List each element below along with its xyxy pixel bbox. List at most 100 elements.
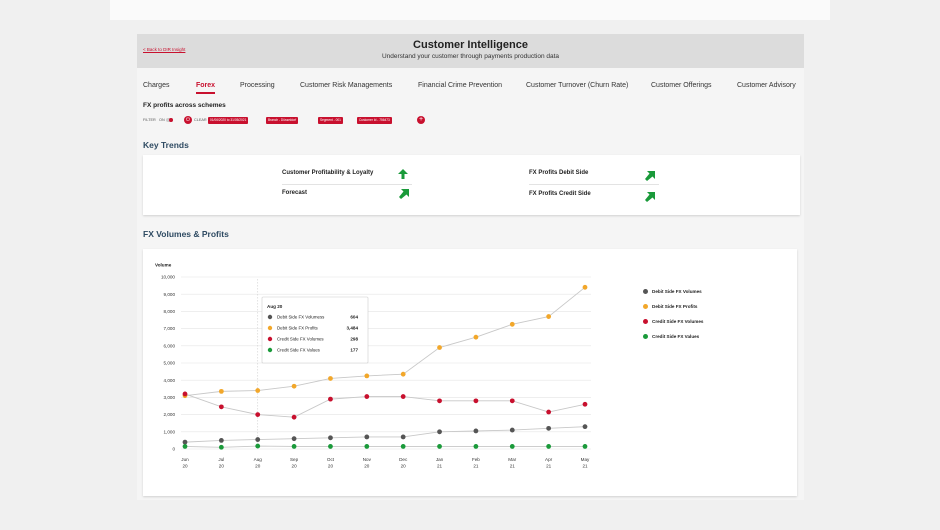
tab-customer-offerings[interactable]: Customer Offerings	[651, 82, 712, 89]
app-header: < Back to DIR Insight Customer Intellige…	[137, 34, 804, 68]
data-point	[582, 284, 588, 290]
tab-forex[interactable]: Forex	[196, 82, 216, 94]
filter-chip-date[interactable]: 01/06/2020 to 31/05/2021	[208, 117, 249, 124]
data-point	[255, 437, 261, 442]
y-tick-label: 2,000	[164, 412, 176, 417]
tooltip-title: Aug 20	[267, 304, 283, 309]
tab-financial-crime-prevention[interactable]: Financial Crime Prevention	[418, 82, 503, 89]
clear-button[interactable]: ⏻	[184, 116, 192, 124]
section-label: FX profits across schemes	[143, 102, 226, 109]
y-tick-label: 10,000	[161, 275, 175, 280]
data-point	[546, 444, 552, 449]
tooltip-value: 177	[350, 348, 358, 353]
tab-charges[interactable]: Charges	[143, 82, 170, 89]
y-tick-label: 9,000	[164, 292, 176, 297]
data-point	[218, 388, 224, 394]
x-tick-label: 20	[328, 464, 334, 469]
x-tick-label: 21	[582, 464, 588, 469]
fx-heading: FX Volumes & Profits	[143, 229, 229, 239]
tab-processing[interactable]: Processing	[240, 82, 275, 89]
tooltip-value: 604	[350, 315, 358, 320]
data-point	[218, 404, 224, 410]
data-point	[182, 444, 188, 449]
data-point	[437, 345, 442, 350]
data-point	[328, 444, 333, 449]
filter-chip-customer[interactable]: Customer Id - 756473	[357, 117, 392, 124]
tab-customer-turnover[interactable]: Customer Turnover (Churn Rate)	[526, 82, 629, 89]
tooltip-dot	[267, 347, 273, 353]
x-tick-label: Nov	[363, 457, 372, 462]
x-tick-label: 20	[219, 464, 225, 469]
series-line	[184, 393, 586, 418]
data-point	[182, 439, 188, 445]
fx-line-chart: Volume 10,000 9,000 8,000 7,000 6,000 5,000 4,…	[155, 263, 591, 469]
chart-tooltip: Aug 20 Debit Side FX Volumess 604 Debit …	[261, 296, 369, 364]
x-tick-label: 21	[510, 464, 516, 469]
tooltip-label: Debit Side FX Profits	[277, 326, 319, 331]
x-tick-label: 21	[546, 464, 552, 469]
back-link[interactable]: < Back to DIR Insight	[143, 47, 186, 52]
data-point	[255, 443, 261, 449]
tooltip-label: Credit Side FX Values	[277, 348, 321, 353]
data-point	[255, 412, 261, 417]
series-line	[184, 286, 586, 397]
y-tick-label: 4,000	[164, 378, 176, 383]
arrow-up-right-icon	[645, 192, 655, 202]
data-point	[400, 371, 406, 377]
x-tick-label: Jul	[218, 457, 224, 462]
trend-divider	[282, 184, 412, 185]
x-tick-label: Dec	[399, 457, 408, 462]
x-tick-label: 20	[255, 464, 261, 469]
data-point	[182, 391, 188, 397]
y-tick-label: 0	[172, 447, 175, 452]
trend-fx-profits-debit: FX Profits Debit Side	[529, 170, 589, 176]
page-subtitle: Understand your customer through payment…	[381, 53, 560, 60]
legend-item-debit-volumes[interactable]: Debit Side FX Volumes	[643, 289, 702, 294]
legend-item-credit-volumes[interactable]: Credit Side FX Volumes	[643, 319, 703, 324]
filter-toggle[interactable]	[166, 118, 173, 122]
series-line	[184, 426, 586, 443]
y-tick-label: 7,000	[164, 326, 176, 331]
data-point	[582, 444, 588, 449]
x-tick-label: Sep	[290, 457, 299, 462]
trend-forecast: Forecast	[282, 190, 308, 196]
toggle-label: ON	[159, 118, 165, 122]
data-point	[437, 398, 442, 404]
x-tick-label: 21	[437, 464, 443, 469]
legend-label: Debit Side FX Profits	[652, 304, 698, 309]
legend-item-credit-values[interactable]: Credit Side FX Values	[643, 334, 699, 339]
data-point	[437, 444, 442, 449]
y-tick-label: 6,000	[164, 343, 176, 348]
filter-chip-branch[interactable]: Branch - Düsseldorf	[266, 117, 299, 124]
power-icon: ⏻	[186, 117, 190, 123]
tab-customer-risk-managements[interactable]: Customer Risk Managements	[300, 82, 393, 89]
data-point	[364, 394, 370, 399]
data-point	[328, 396, 333, 402]
x-tick-label: Mar	[508, 457, 516, 462]
filter-chip-segment[interactable]: Segment - 001	[318, 117, 343, 124]
data-point	[546, 314, 552, 319]
data-point	[400, 394, 406, 399]
filter-label: FILTER	[143, 118, 156, 122]
y-tick-label: 5,000	[164, 361, 176, 366]
trend-fx-profits-credit: FX Profits Credit Side	[529, 191, 591, 197]
filter-row: FILTER ON ⏻ CLEAR 01/06/2020 to 31/05/20…	[143, 116, 543, 126]
y-tick-label: 8,000	[164, 309, 176, 314]
tooltip-value: 3,484	[347, 326, 359, 331]
x-tick-label: Apr	[545, 457, 553, 462]
key-trends-card: Customer Profitability & Loyalty Forecas…	[143, 155, 800, 215]
legend-dot	[643, 334, 648, 339]
data-point	[546, 409, 552, 415]
x-tick-label: 20	[292, 464, 298, 469]
data-point	[509, 444, 515, 449]
arrow-up-icon	[398, 169, 408, 179]
legend-item-debit-profits[interactable]: Debit Side FX Profits	[643, 304, 697, 309]
x-tick-label: Oct	[327, 457, 335, 462]
legend-dot	[643, 289, 648, 294]
data-point	[218, 438, 224, 443]
x-tick-label: Jun	[181, 457, 189, 462]
tooltip-dot	[267, 325, 273, 331]
add-filter-button[interactable]: +	[417, 116, 425, 124]
clear-label: CLEAR	[194, 118, 207, 122]
tab-customer-advisory[interactable]: Customer Advisory	[737, 82, 796, 89]
